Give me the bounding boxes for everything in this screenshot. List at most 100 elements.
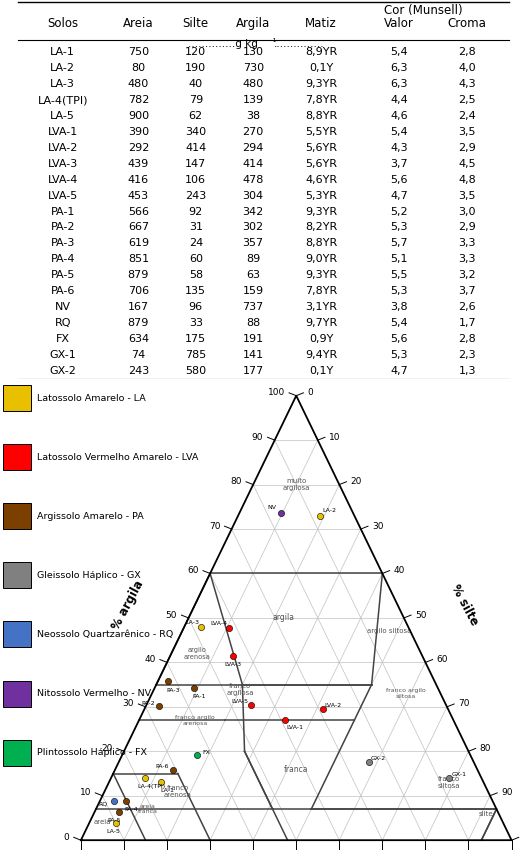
Text: 2,3: 2,3 bbox=[458, 350, 476, 360]
Text: 5,2: 5,2 bbox=[390, 206, 408, 216]
Text: 292: 292 bbox=[128, 143, 149, 153]
Text: Argila: Argila bbox=[236, 17, 270, 30]
Text: 782: 782 bbox=[128, 95, 149, 105]
Text: 90: 90 bbox=[501, 788, 513, 797]
Text: 294: 294 bbox=[243, 143, 264, 153]
Text: 1,7: 1,7 bbox=[458, 318, 476, 328]
Text: 167: 167 bbox=[128, 302, 149, 312]
Text: PA-5: PA-5 bbox=[108, 818, 121, 823]
Text: 40: 40 bbox=[394, 566, 405, 575]
Text: 80: 80 bbox=[480, 744, 491, 753]
Text: LVA-2: LVA-2 bbox=[324, 703, 341, 708]
Text: NV: NV bbox=[55, 302, 70, 312]
Text: LA-2: LA-2 bbox=[50, 63, 75, 73]
Text: 4,3: 4,3 bbox=[458, 79, 476, 89]
Text: 453: 453 bbox=[128, 191, 149, 200]
Text: 3,5: 3,5 bbox=[458, 191, 476, 200]
Text: 20: 20 bbox=[101, 744, 113, 753]
Bar bbox=[3, 504, 31, 529]
Text: 5,3YR: 5,3YR bbox=[305, 191, 337, 200]
Text: LA-5: LA-5 bbox=[106, 829, 120, 834]
Text: 2,5: 2,5 bbox=[458, 95, 476, 105]
Text: LVA-1: LVA-1 bbox=[48, 127, 78, 137]
Text: 96: 96 bbox=[188, 302, 203, 312]
Text: 439: 439 bbox=[128, 158, 149, 169]
Text: 737: 737 bbox=[243, 302, 264, 312]
Text: FX: FX bbox=[56, 334, 69, 344]
Text: 9,4YR: 9,4YR bbox=[305, 350, 337, 360]
Text: 9,0YR: 9,0YR bbox=[305, 255, 337, 264]
Text: 0: 0 bbox=[307, 389, 313, 397]
Text: 851: 851 bbox=[128, 255, 149, 264]
Text: 10: 10 bbox=[329, 433, 341, 442]
Text: 416: 416 bbox=[128, 175, 149, 185]
Text: 5,3: 5,3 bbox=[390, 350, 408, 360]
Text: areia: areia bbox=[93, 820, 111, 826]
Text: 6,3: 6,3 bbox=[390, 63, 408, 73]
Text: Neossolo Quartzarênico - RQ: Neossolo Quartzarênico - RQ bbox=[37, 630, 173, 639]
Text: 480: 480 bbox=[128, 79, 149, 89]
Text: 7,8YR: 7,8YR bbox=[305, 95, 337, 105]
Text: 7,8YR: 7,8YR bbox=[305, 286, 337, 296]
Text: 106: 106 bbox=[185, 175, 206, 185]
Text: LVA-2: LVA-2 bbox=[48, 143, 78, 153]
Text: 4,4: 4,4 bbox=[390, 95, 408, 105]
Text: ...............: ............... bbox=[274, 39, 325, 49]
Text: GX-2: GX-2 bbox=[49, 366, 76, 376]
Text: 580: 580 bbox=[185, 366, 206, 376]
Text: franca: franca bbox=[284, 764, 309, 774]
Text: 9,3YR: 9,3YR bbox=[305, 79, 337, 89]
Text: Matiz: Matiz bbox=[305, 17, 337, 30]
Text: LA-1: LA-1 bbox=[50, 48, 75, 57]
Text: 20: 20 bbox=[351, 477, 362, 486]
Text: 5,6YR: 5,6YR bbox=[305, 158, 337, 169]
Text: 92: 92 bbox=[188, 206, 203, 216]
Text: Croma: Croma bbox=[448, 17, 487, 30]
Text: RQ: RQ bbox=[54, 318, 71, 328]
Text: GX-1: GX-1 bbox=[451, 772, 466, 777]
Text: 4,6: 4,6 bbox=[390, 111, 408, 121]
Text: 8,9YR: 8,9YR bbox=[305, 48, 337, 57]
Text: Plintossolo Háplico - FX: Plintossolo Háplico - FX bbox=[37, 748, 147, 757]
Text: 50: 50 bbox=[165, 611, 177, 619]
Text: 130: 130 bbox=[243, 48, 264, 57]
Text: 60: 60 bbox=[437, 655, 448, 664]
Text: 879: 879 bbox=[128, 270, 149, 280]
Text: 63: 63 bbox=[246, 270, 260, 280]
Text: Valor: Valor bbox=[384, 17, 414, 30]
Text: 5,4: 5,4 bbox=[390, 127, 408, 137]
Text: muito
argilosa: muito argilosa bbox=[282, 478, 310, 491]
Text: 3,7: 3,7 bbox=[458, 286, 476, 296]
Text: 4,6YR: 4,6YR bbox=[305, 175, 337, 185]
Text: 4,0: 4,0 bbox=[458, 63, 476, 73]
Text: 6,3: 6,3 bbox=[390, 79, 408, 89]
Text: 0,1Y: 0,1Y bbox=[309, 63, 333, 73]
Text: LVA-1: LVA-1 bbox=[287, 725, 303, 730]
Text: 243: 243 bbox=[128, 366, 149, 376]
Text: 0: 0 bbox=[64, 832, 69, 842]
Text: silte: silte bbox=[478, 810, 493, 816]
Text: 4,3: 4,3 bbox=[390, 143, 408, 153]
Text: franco argilo
arenosa: franco argilo arenosa bbox=[175, 715, 215, 726]
Text: 2,8: 2,8 bbox=[458, 334, 476, 344]
Text: franco
argilosa: franco argilosa bbox=[227, 682, 254, 695]
Text: Areia: Areia bbox=[123, 17, 153, 30]
Text: LA-4(TPI): LA-4(TPI) bbox=[137, 785, 165, 790]
Text: 5,5: 5,5 bbox=[390, 270, 408, 280]
Text: Argissolo Amarelo - PA: Argissolo Amarelo - PA bbox=[37, 512, 144, 521]
Text: 304: 304 bbox=[243, 191, 264, 200]
Text: 3,0: 3,0 bbox=[458, 206, 476, 216]
Bar bbox=[3, 740, 31, 766]
Text: 478: 478 bbox=[243, 175, 264, 185]
Text: 88: 88 bbox=[246, 318, 260, 328]
Text: 5,7: 5,7 bbox=[390, 239, 408, 249]
Text: 270: 270 bbox=[243, 127, 264, 137]
Text: 4,8: 4,8 bbox=[458, 175, 476, 185]
Text: 50: 50 bbox=[415, 611, 427, 619]
Text: 3,2: 3,2 bbox=[458, 270, 476, 280]
Text: PA-4: PA-4 bbox=[51, 255, 75, 264]
Text: 2,4: 2,4 bbox=[458, 111, 476, 121]
Text: 90: 90 bbox=[252, 433, 264, 442]
Text: 4,5: 4,5 bbox=[458, 158, 476, 169]
Text: franco
arenosa: franco arenosa bbox=[164, 785, 192, 797]
